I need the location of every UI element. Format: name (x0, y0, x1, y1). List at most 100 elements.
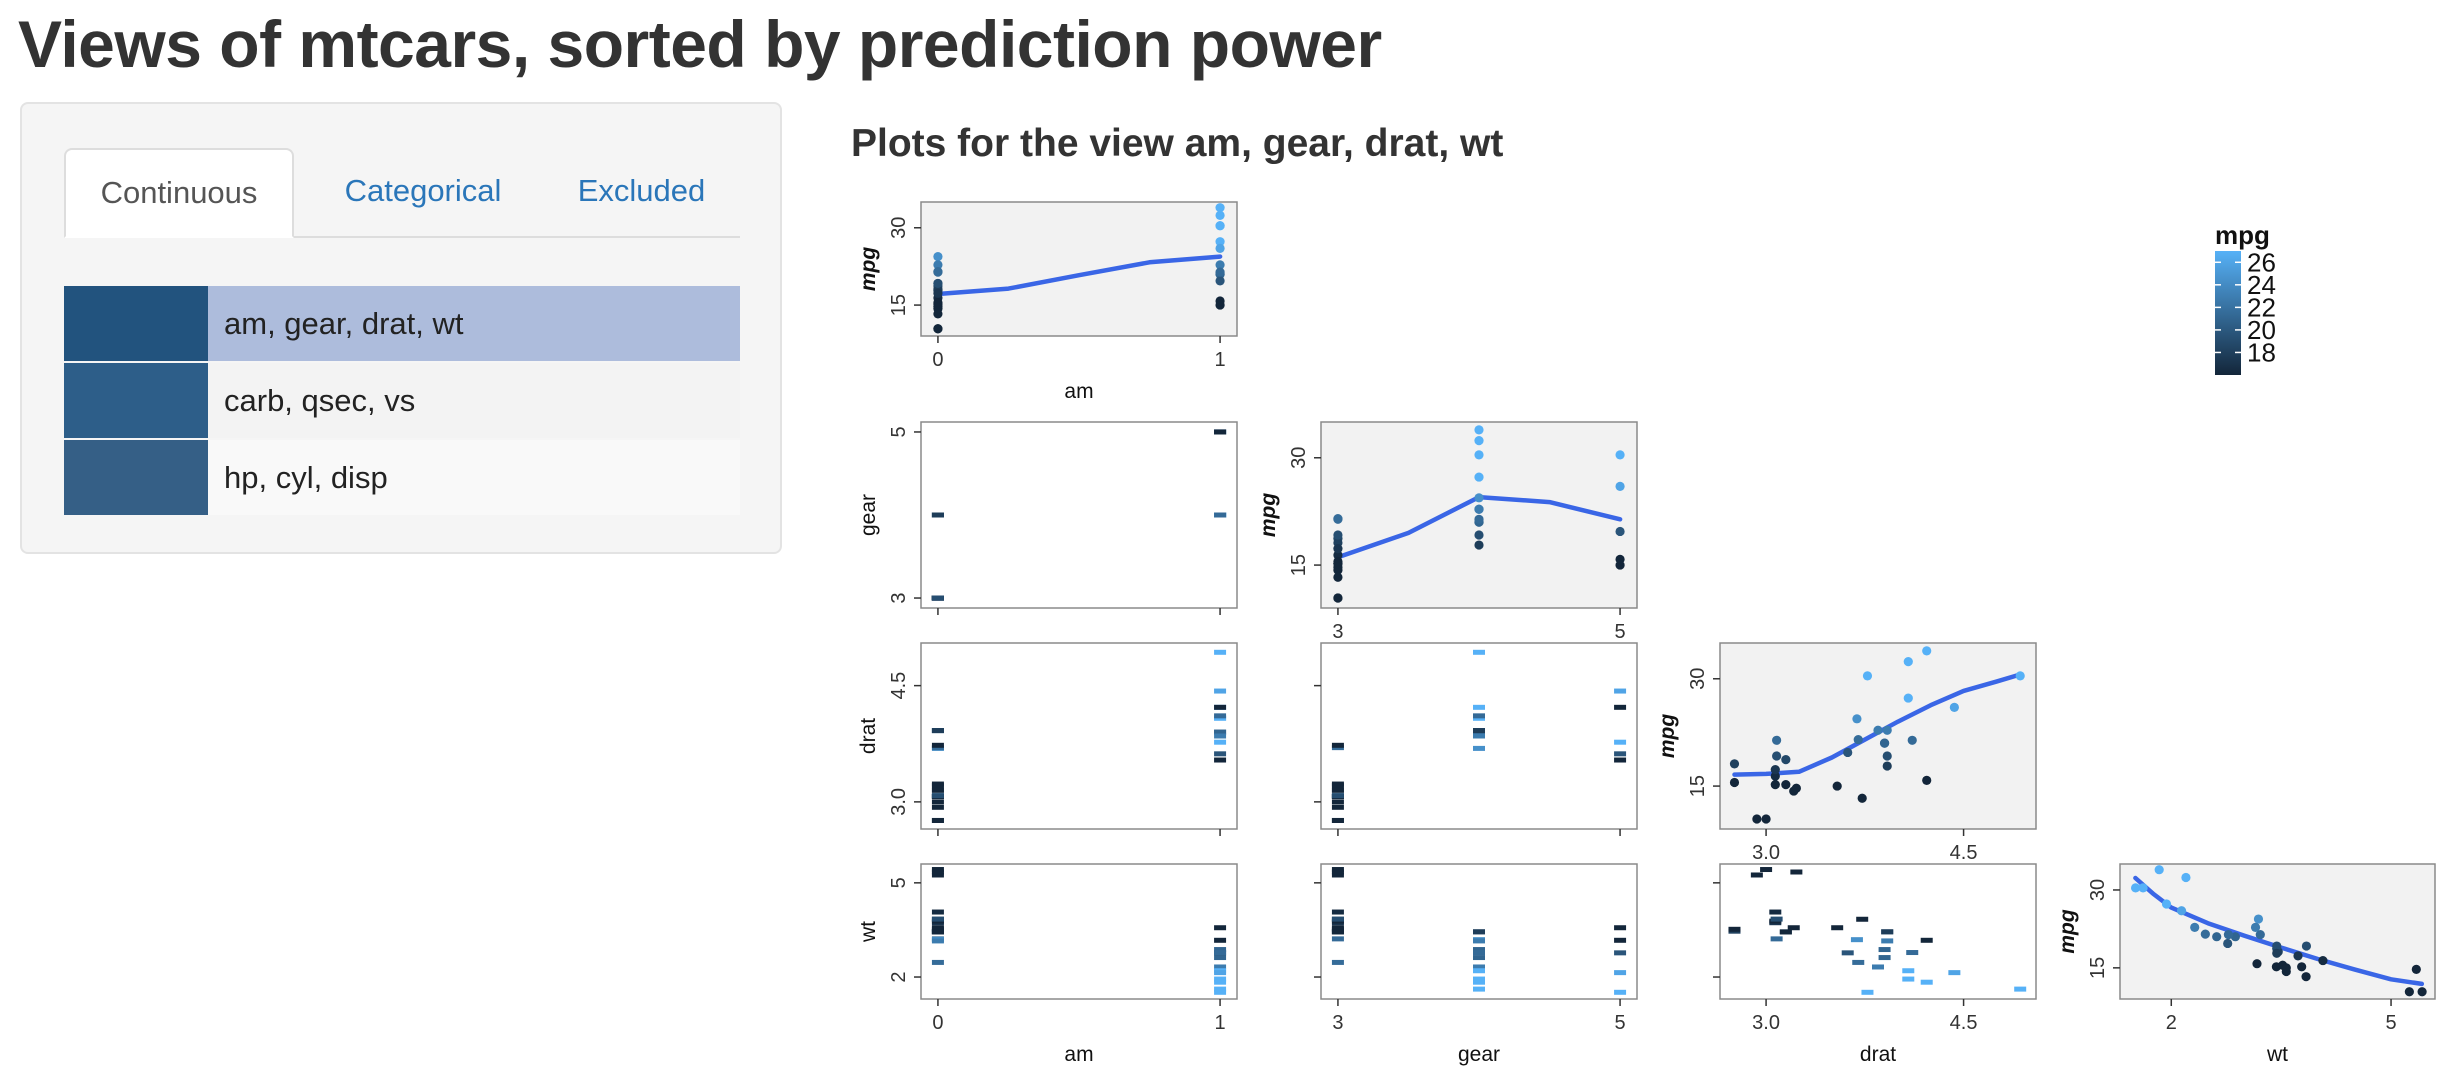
data-tile (1214, 729, 1227, 735)
data-point (2161, 899, 2172, 909)
data-point (1215, 203, 1225, 213)
data-point (1852, 714, 1862, 724)
data-tile (1214, 979, 1227, 985)
data-point (1615, 481, 1625, 491)
data-tile (931, 959, 944, 965)
data-tile (1614, 704, 1627, 710)
x-tick-label: 0 (932, 1012, 943, 1034)
data-point (1873, 725, 1883, 735)
x-tick-label: 5 (1615, 621, 1626, 643)
data-tile (1473, 976, 1485, 982)
legend-tick-label: 20 (2247, 315, 2276, 345)
data-point (2223, 930, 2234, 940)
data-tile (1856, 916, 1869, 922)
data-point (1474, 450, 1484, 460)
data-point (1474, 530, 1484, 540)
data-tile (1214, 964, 1227, 970)
panel-frame (920, 421, 1238, 609)
x-tick-label: 3.0 (1752, 842, 1780, 864)
y-axis-label: mpg (2056, 909, 2079, 954)
data-point (1474, 504, 1484, 514)
y-tick-label: 30 (888, 217, 910, 239)
y-tick-label: 3 (888, 592, 910, 603)
data-point (2015, 671, 2025, 681)
data-point (1761, 814, 1771, 824)
tab-continuous[interactable]: Continuous (64, 148, 294, 238)
data-tile (1214, 947, 1227, 953)
view-row-am-gear-drat-wt[interactable]: am, gear, drat, wt (64, 286, 740, 361)
data-tile (1614, 989, 1627, 995)
data-tile (1473, 950, 1485, 956)
data-point (933, 266, 943, 277)
y-tick-label: 2 (888, 971, 910, 982)
data-point (2138, 883, 2148, 893)
data-point (1832, 781, 1842, 791)
data-tile (1769, 909, 1782, 915)
view-row-hp-cyl-disp[interactable]: hp, cyl, disp (64, 440, 740, 515)
data-point (1333, 530, 1343, 540)
data-point (1882, 751, 1892, 761)
data-point (933, 278, 943, 289)
data-tile (931, 929, 944, 935)
cell-drat-vs-gear (1314, 642, 1638, 836)
view-row-carb-qsec-vs[interactable]: carb, qsec, vs (64, 363, 740, 438)
data-point (1949, 702, 1959, 712)
data-tile (1473, 733, 1485, 739)
data-tile (1902, 976, 1915, 982)
data-point (1333, 572, 1343, 582)
data-tile (1331, 909, 1344, 915)
legend-title: mpg (2215, 220, 2270, 250)
data-tile (1473, 929, 1485, 935)
data-tile (1790, 869, 1803, 875)
data-tile (1473, 728, 1485, 734)
legend-tick-label: 26 (2247, 247, 2276, 277)
data-point (1781, 780, 1791, 790)
data-tile (1614, 970, 1627, 976)
data-point (1770, 780, 1780, 790)
data-point (1333, 550, 1343, 560)
data-point (1772, 751, 1782, 761)
data-tile (931, 817, 944, 823)
data-tile (1473, 947, 1485, 953)
y-tick-label: 30 (1687, 668, 1709, 690)
data-tile (1473, 704, 1485, 710)
data-point (1729, 759, 1740, 769)
x-tick-label: 5 (2385, 1012, 2396, 1034)
data-point (2281, 963, 2291, 973)
data-point (1843, 747, 1853, 758)
view-label: hp, cyl, disp (224, 460, 388, 495)
data-point (2154, 865, 2164, 875)
data-point (1882, 761, 1892, 771)
data-tile (1214, 704, 1227, 710)
data-point (2293, 951, 2303, 961)
data-point (933, 252, 943, 262)
data-tile (1331, 959, 1344, 965)
data-tile (1841, 950, 1854, 956)
x-tick-label: 5 (1615, 1012, 1626, 1034)
data-tile (1614, 950, 1627, 956)
data-tile (1614, 739, 1627, 745)
x-axis-label: am (1064, 380, 1093, 403)
data-point (1474, 540, 1484, 550)
data-tile (1331, 869, 1344, 875)
data-tile (1770, 936, 1783, 942)
y-axis-label: gear (857, 494, 880, 536)
tab-excluded[interactable]: Excluded (577, 173, 706, 208)
y-axis-label: drat (857, 718, 880, 754)
tab-categorical[interactable]: Categorical (344, 173, 502, 208)
data-point (1772, 735, 1782, 745)
data-point (1615, 560, 1625, 570)
data-tile (1214, 976, 1227, 982)
data-point (1474, 514, 1484, 524)
data-tile (1214, 970, 1227, 976)
data-point (1770, 771, 1780, 781)
y-axis-label: wt (857, 921, 880, 943)
x-axis-label: wt (2266, 1043, 2288, 1066)
cell-wt-vs-gear: 3 5 gear (1314, 863, 1638, 1066)
data-point (1215, 237, 1225, 247)
data-tile (1214, 739, 1227, 745)
legend-tick-label: 18 (2247, 337, 2276, 367)
data-point (1862, 671, 1873, 681)
data-tile (1331, 742, 1344, 748)
x-tick-label: 2 (2166, 1012, 2177, 1034)
